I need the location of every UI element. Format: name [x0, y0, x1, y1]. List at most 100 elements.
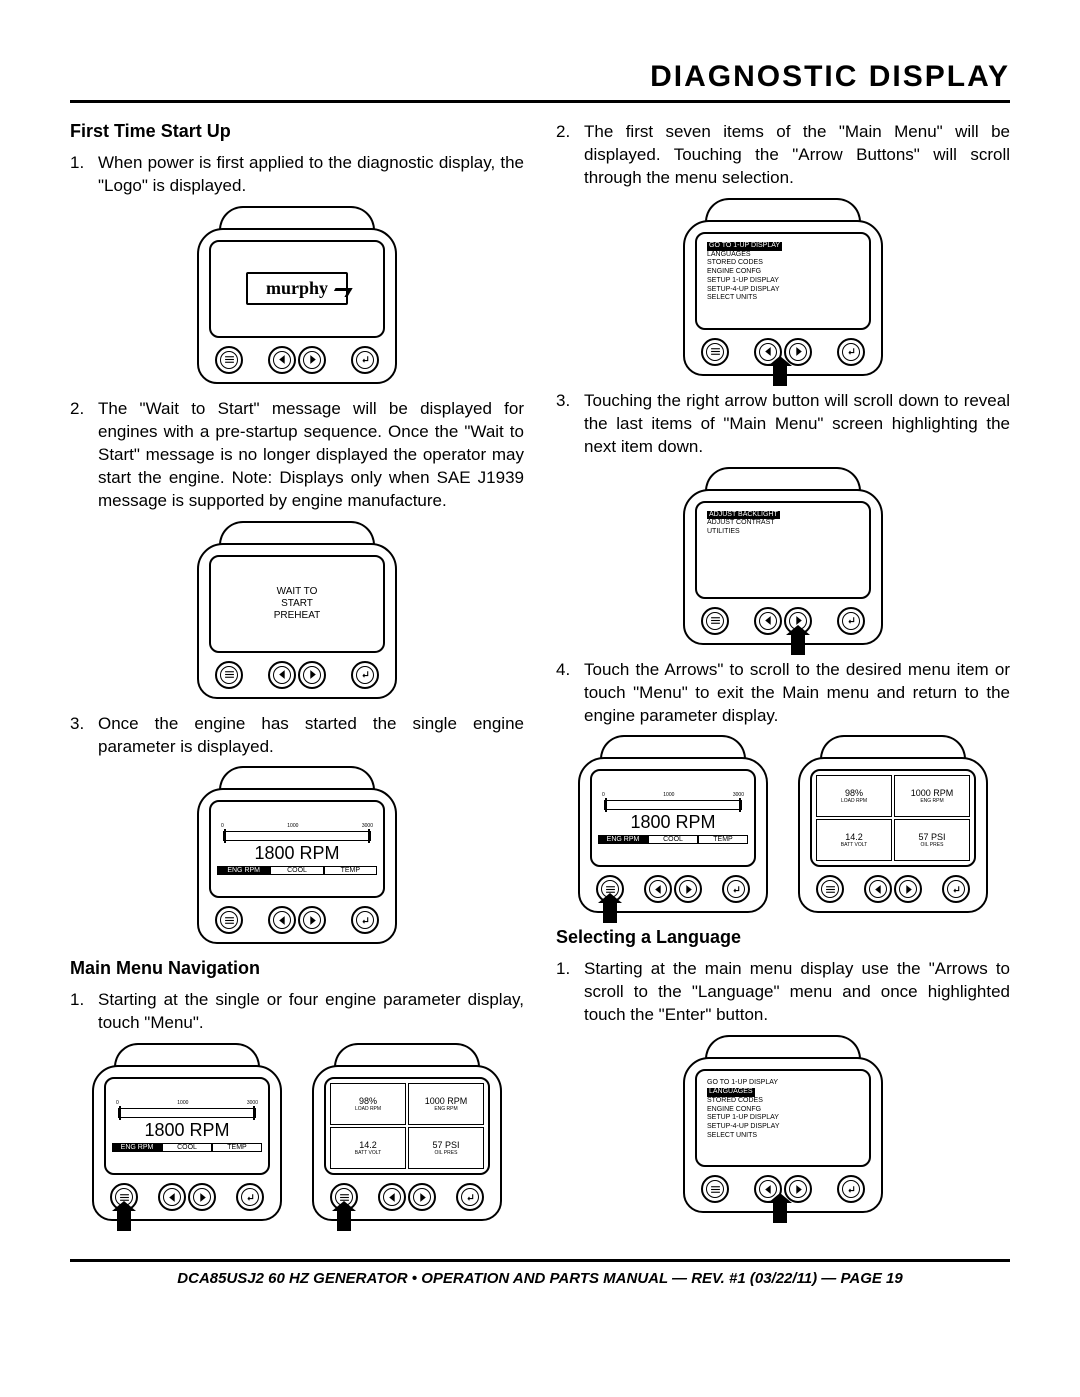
device-menu2: ADJUST BACKLIGHT ADJUST CONTRAST UTILITI… — [683, 467, 883, 645]
menu-button[interactable] — [330, 1183, 358, 1211]
enter-button[interactable] — [351, 346, 379, 374]
pointer-icon — [773, 364, 787, 386]
step-text: Starting at the single or four engine pa… — [98, 989, 524, 1035]
right-arrow-button[interactable] — [784, 607, 812, 635]
left-arrow-button[interactable] — [268, 661, 296, 689]
menu-button[interactable] — [701, 607, 729, 635]
menu-button[interactable] — [596, 875, 624, 903]
menu-button[interactable] — [215, 661, 243, 689]
screen-wait: WAIT TO START PREHEAT — [209, 555, 385, 653]
right-column: 2. The first seven items of the "Main Me… — [556, 121, 1010, 1235]
left-arrow-button[interactable] — [754, 1175, 782, 1203]
step-text: Touch the Arrows" to scroll to the desir… — [584, 659, 1010, 728]
menu-button[interactable] — [215, 346, 243, 374]
device-logo: murphy — [197, 206, 397, 384]
tab-cool: COOL — [270, 866, 323, 875]
step-text: Starting at the main menu display use th… — [584, 958, 1010, 1027]
device-menu3: GO TO 1-UP DISPLAY LANGUAGES STORED CODE… — [683, 1035, 883, 1213]
step-number: 2. — [556, 121, 584, 190]
enter-button[interactable] — [837, 607, 865, 635]
screen-menu2: ADJUST BACKLIGHT ADJUST CONTRAST UTILITI… — [695, 501, 871, 599]
right-arrow-button[interactable] — [784, 338, 812, 366]
tab-eng-rpm: ENG RPM — [217, 866, 270, 875]
wait-line: WAIT TO — [274, 586, 321, 598]
screen-quad: 98%LOAD RPM 1000 RPMENG RPM 14.2BATT VOL… — [324, 1077, 490, 1175]
step-number: 3. — [70, 713, 98, 759]
enter-button[interactable] — [456, 1183, 484, 1211]
enter-button[interactable] — [236, 1183, 264, 1211]
step: 1. When power is first applied to the di… — [70, 152, 524, 198]
right-arrow-button[interactable] — [408, 1183, 436, 1211]
menu-button[interactable] — [701, 338, 729, 366]
screen-rpm: 010003000 1800 RPM ENG RPM COOL TEMP — [209, 800, 385, 898]
right-arrow-button[interactable] — [894, 875, 922, 903]
enter-button[interactable] — [837, 338, 865, 366]
left-arrow-button[interactable] — [158, 1183, 186, 1211]
heading-first-time: First Time Start Up — [70, 121, 524, 142]
step: 3. Touching the right arrow button will … — [556, 390, 1010, 459]
step: 2. The "Wait to Start" message will be d… — [70, 398, 524, 513]
menu-button[interactable] — [215, 906, 243, 934]
right-arrow-button[interactable] — [298, 906, 326, 934]
step: 4. Touch the Arrows" to scroll to the de… — [556, 659, 1010, 728]
left-arrow-button[interactable] — [378, 1183, 406, 1211]
step-text: The first seven items of the "Main Menu"… — [584, 121, 1010, 190]
pointer-icon — [791, 633, 805, 655]
device-menu1: GO TO 1-UP DISPLAY LANGUAGES STORED CODE… — [683, 198, 883, 376]
step-text: The "Wait to Start" message will be disp… — [98, 398, 524, 513]
page-title: DIAGNOSTIC DISPLAY — [70, 60, 1010, 103]
enter-button[interactable] — [351, 906, 379, 934]
left-arrow-button[interactable] — [754, 338, 782, 366]
device-rpm: 010003000 1800 RPM ENG RPM COOL TEMP — [197, 766, 397, 944]
rpm-value: 1800 RPM — [217, 843, 377, 864]
left-arrow-button[interactable] — [644, 875, 672, 903]
screen-logo: murphy — [209, 240, 385, 338]
screen-rpm: 010003000 1800 RPM ENG RPMCOOLTEMP — [590, 769, 756, 867]
screen-menu3: GO TO 1-UP DISPLAY LANGUAGES STORED CODE… — [695, 1069, 871, 1167]
step: 2. The first seven items of the "Main Me… — [556, 121, 1010, 190]
screen-quad: 98%LOAD RPM 1000 RPMENG RPM 14.2BATT VOL… — [810, 769, 976, 867]
step-text: Touching the right arrow button will scr… — [584, 390, 1010, 459]
right-arrow-button[interactable] — [188, 1183, 216, 1211]
button-row — [209, 346, 385, 374]
pointer-icon — [117, 1209, 131, 1231]
menu-button[interactable] — [110, 1183, 138, 1211]
device-quad-menubtn: 98%LOAD RPM 1000 RPMENG RPM 14.2BATT VOL… — [312, 1043, 502, 1221]
left-arrow-button[interactable] — [754, 607, 782, 635]
right-arrow-button[interactable] — [674, 875, 702, 903]
device-rpm-exit: 010003000 1800 RPM ENG RPMCOOLTEMP — [578, 735, 768, 913]
right-arrow-button[interactable] — [298, 661, 326, 689]
menu-button[interactable] — [816, 875, 844, 903]
heading-main-menu-nav: Main Menu Navigation — [70, 958, 524, 979]
device-quad-exit: 98%LOAD RPM 1000 RPMENG RPM 14.2BATT VOL… — [798, 735, 988, 913]
enter-button[interactable] — [351, 661, 379, 689]
step-number: 1. — [556, 958, 584, 1027]
enter-button[interactable] — [942, 875, 970, 903]
enter-button[interactable] — [722, 875, 750, 903]
step-number: 2. — [70, 398, 98, 513]
right-arrow-button[interactable] — [784, 1175, 812, 1203]
left-arrow-button[interactable] — [268, 346, 296, 374]
tab-temp: TEMP — [324, 866, 377, 875]
rpm-value: 1800 RPM — [112, 1120, 262, 1141]
device-wait: WAIT TO START PREHEAT — [197, 521, 397, 699]
step: 1. Starting at the main menu display use… — [556, 958, 1010, 1027]
step-number: 1. — [70, 989, 98, 1035]
left-arrow-button[interactable] — [268, 906, 296, 934]
murphy-logo: murphy — [246, 272, 348, 305]
pointer-icon — [773, 1201, 787, 1223]
step: 1. Starting at the single or four engine… — [70, 989, 524, 1035]
enter-button[interactable] — [837, 1175, 865, 1203]
menu-button[interactable] — [701, 1175, 729, 1203]
left-arrow-button[interactable] — [864, 875, 892, 903]
wait-line: PREHEAT — [274, 610, 321, 622]
step-number: 4. — [556, 659, 584, 728]
step-number: 3. — [556, 390, 584, 459]
screen-menu1: GO TO 1-UP DISPLAY LANGUAGES STORED CODE… — [695, 232, 871, 330]
step: 3. Once the engine has started the singl… — [70, 713, 524, 759]
left-column: First Time Start Up 1. When power is fir… — [70, 121, 524, 1235]
heading-selecting-language: Selecting a Language — [556, 927, 1010, 948]
right-arrow-button[interactable] — [298, 346, 326, 374]
step-text: Once the engine has started the single e… — [98, 713, 524, 759]
step-number: 1. — [70, 152, 98, 198]
